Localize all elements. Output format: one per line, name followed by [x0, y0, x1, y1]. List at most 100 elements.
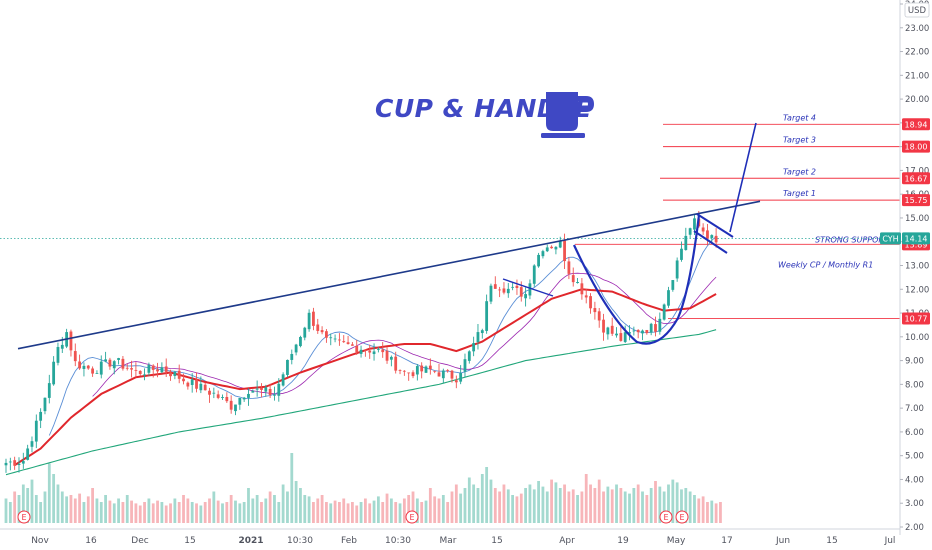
candle: [658, 312, 662, 335]
volume-bar: [420, 502, 424, 523]
candle-body: [710, 235, 714, 238]
candle: [242, 396, 246, 402]
cup-curve: [573, 214, 701, 345]
volume-bar: [389, 498, 393, 523]
earnings-marker-circle: [659, 510, 673, 524]
volume-bar: [169, 503, 172, 523]
candle-body: [407, 372, 411, 374]
candle: [584, 288, 588, 304]
candle: [52, 356, 56, 386]
candle: [138, 370, 142, 376]
candle-body: [701, 227, 705, 232]
earnings-marker-circle: [17, 510, 31, 524]
volume-bar: [550, 479, 553, 523]
earnings-marker[interactable]: E: [17, 510, 31, 524]
earnings-marker[interactable]: E: [659, 510, 673, 524]
time-tick-label: 19: [617, 536, 629, 546]
volume-bar: [558, 488, 562, 523]
volume-bar: [221, 503, 224, 523]
candle: [351, 342, 354, 346]
volume-bar: [78, 493, 82, 523]
earnings-marker-label: E: [679, 513, 684, 522]
candle-body: [450, 370, 454, 379]
candle: [177, 364, 181, 384]
candle-body: [73, 351, 77, 362]
volume-bar: [134, 503, 138, 523]
candle: [558, 236, 562, 249]
candle: [368, 344, 372, 359]
volume-bar: [580, 491, 584, 523]
price-level-badge-text: 18.00: [905, 143, 928, 152]
candle-body: [688, 228, 692, 235]
candle: [645, 329, 649, 335]
candle: [424, 365, 428, 373]
candle: [160, 362, 164, 374]
candle-body: [229, 400, 233, 410]
volume-bar: [619, 488, 623, 523]
earnings-marker-circle: [675, 510, 689, 524]
volume-bar: [680, 489, 683, 523]
volume-bar: [351, 502, 354, 523]
candle: [134, 362, 138, 378]
price-level-badge-text: 18.94: [905, 120, 928, 129]
candle: [273, 386, 276, 401]
time-tick-label: Jul: [884, 536, 896, 546]
price-tick-label: 12.00: [905, 285, 929, 295]
volume-bar: [104, 495, 107, 523]
candle: [251, 389, 255, 393]
volume-bar: [463, 488, 467, 523]
candle: [407, 372, 411, 381]
time-tick-label: May: [667, 536, 686, 546]
volume-bar: [489, 479, 493, 523]
candle: [680, 241, 683, 262]
candle-body: [472, 343, 476, 352]
volume-bar: [316, 498, 320, 523]
price-axis[interactable]: 24.0023.0022.0021.0020.0019.0018.0017.00…: [899, 0, 929, 535]
volume-bar: [641, 491, 644, 523]
candle-body: [433, 370, 437, 372]
candle: [571, 267, 575, 287]
price-tick-label: 21.00: [905, 71, 929, 81]
ticker-badge-text: CYH: [882, 234, 898, 243]
time-tick-label: 15: [826, 536, 837, 546]
candle-body: [359, 349, 363, 354]
candle: [333, 334, 337, 343]
candle-body: [363, 349, 367, 351]
candle: [208, 387, 211, 403]
volume-bar: [706, 502, 709, 523]
candle: [428, 358, 432, 375]
candle: [684, 227, 688, 251]
candle: [602, 313, 605, 341]
candle-body: [325, 331, 328, 338]
candle: [112, 360, 116, 375]
candle-body: [684, 235, 688, 250]
candle-body: [641, 330, 644, 334]
candle-body: [476, 332, 480, 343]
flag-line: [502, 278, 554, 297]
candle: [216, 390, 220, 400]
earnings-marker[interactable]: E: [405, 510, 419, 524]
time-axis[interactable]: Nov 16 Dec 15 2021 10:30 Feb 10:30 Mar 15 Apr 19 May…: [0, 528, 900, 546]
price-tick-label: 3.00: [905, 499, 924, 509]
earnings-marker[interactable]: E: [675, 510, 689, 524]
candle: [654, 316, 657, 337]
candle-body: [34, 420, 38, 442]
candle-body: [532, 265, 536, 284]
candle: [164, 358, 168, 377]
candle: [78, 354, 82, 370]
candle-body: [225, 396, 229, 402]
volume-bar: [597, 479, 601, 523]
candle-body: [398, 370, 402, 371]
volume-bar: [472, 484, 476, 523]
candle: [606, 326, 610, 340]
volume-bar: [719, 502, 722, 523]
candle-body: [316, 324, 320, 331]
candle: [701, 223, 705, 235]
volume-bar: [511, 495, 515, 523]
volume-bar: [138, 505, 142, 523]
candle: [688, 227, 692, 239]
candle: [506, 283, 510, 298]
candle: [662, 303, 666, 321]
